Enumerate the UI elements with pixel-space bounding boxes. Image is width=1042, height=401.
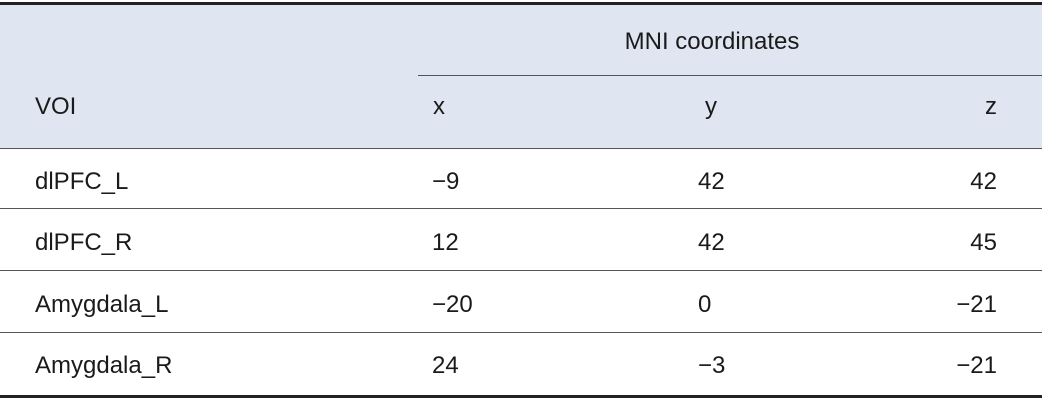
cell: 12 (432, 229, 459, 256)
row-label: Amygdala_R (35, 352, 173, 379)
header-background (0, 5, 1042, 148)
cell: −9 (432, 168, 460, 195)
row-rule (0, 332, 1042, 333)
column-header: z (985, 93, 997, 120)
row-label: Amygdala_L (35, 291, 169, 318)
row-label: dlPFC_L (35, 168, 129, 195)
header-rule (0, 148, 1042, 149)
row-rule (0, 208, 1042, 209)
column-header: x (433, 93, 445, 120)
top-rule (0, 2, 1042, 5)
group-header: MNI coordinates (624, 28, 800, 55)
cell: −20 (432, 291, 473, 318)
cell: 42 (698, 229, 725, 256)
group-rule (418, 75, 1042, 76)
cell: 24 (432, 352, 459, 379)
cell: −21 (956, 352, 997, 379)
column-header: VOI (35, 93, 77, 120)
row-rule (0, 270, 1042, 271)
cell: 42 (970, 168, 997, 195)
cell: 45 (970, 229, 997, 256)
cell: −3 (698, 352, 726, 379)
bottom-rule (0, 395, 1042, 398)
row-label: dlPFC_R (35, 229, 133, 256)
column-header: y (705, 93, 717, 120)
cell: 0 (698, 291, 712, 318)
cell: −21 (956, 291, 997, 318)
cell: 42 (698, 168, 725, 195)
